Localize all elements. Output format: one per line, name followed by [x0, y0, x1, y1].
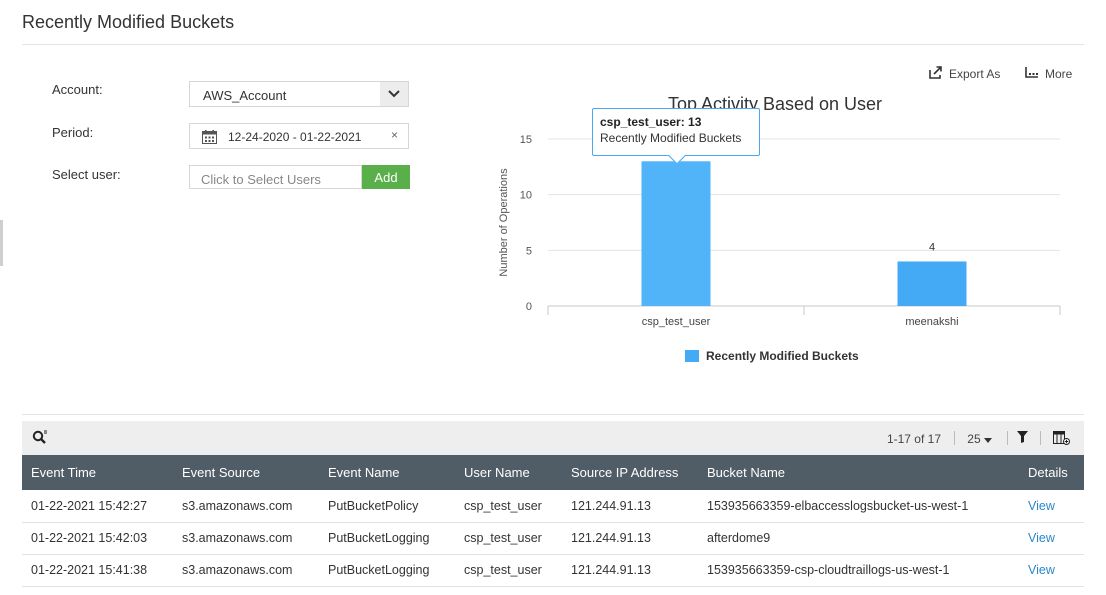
column-header-source-ip[interactable]: Source IP Address — [562, 455, 698, 490]
column-header-bucket-name[interactable]: Bucket Name — [698, 455, 1019, 490]
chart-legend-item[interactable]: Recently Modified Buckets — [685, 349, 859, 363]
x-tick-label: csp_test_user — [642, 316, 711, 328]
cell-event-name: PutBucketLogging — [319, 554, 455, 587]
table-header-row: Event Time Event Source Event Name User … — [22, 455, 1084, 490]
view-details-link[interactable]: View — [1028, 563, 1055, 577]
period-label: Period: — [52, 125, 94, 140]
column-header-event-name[interactable]: Event Name — [319, 455, 455, 490]
column-settings-icon[interactable] — [1053, 431, 1070, 448]
legend-label: Recently Modified Buckets — [706, 349, 859, 363]
cell-event-time: 01-22-2021 15:41:38 — [22, 554, 173, 587]
caret-down-icon — [984, 438, 992, 443]
x-tick-label: meenakshi — [905, 316, 958, 328]
cell-event-name: PutBucketPolicy — [319, 490, 455, 523]
cell-source-ip: 121.244.91.13 — [562, 522, 698, 555]
cell-bucket-name: 153935663359-csp-cloudtraillogs-us-west-… — [698, 554, 1019, 587]
pagination-summary: 1-17 of 17 — [886, 432, 941, 446]
toolbar-separator — [1040, 431, 1041, 445]
bar-csp_test_user — [641, 161, 711, 306]
table-toolbar: 1-17 of 17 25 — [22, 421, 1084, 455]
export-as-button[interactable]: Export As — [929, 66, 1000, 82]
filter-icon[interactable] — [1017, 431, 1028, 446]
export-icon — [929, 66, 943, 82]
table-row: 01-22-2021 15:42:03 s3.amazonaws.com Put… — [22, 522, 1084, 555]
table-row: 01-22-2021 15:42:27 s3.amazonaws.com Put… — [22, 490, 1084, 523]
cell-event-source: s3.amazonaws.com — [173, 554, 319, 587]
period-date-range-field[interactable]: 12-24-2020 - 01-22-2021 × — [189, 123, 409, 149]
column-header-user-name[interactable]: User Name — [455, 455, 562, 490]
events-table: Event Time Event Source Event Name User … — [22, 455, 1084, 587]
toolbar-separator — [954, 431, 955, 445]
chevron-down-icon[interactable] — [380, 82, 408, 106]
cell-user-name: csp_test_user — [455, 522, 562, 555]
rows-per-page-value: 25 — [967, 432, 981, 446]
cell-source-ip: 121.244.91.13 — [562, 490, 698, 523]
period-value: 12-24-2020 - 01-22-2021 — [228, 130, 362, 144]
bar-meenakshi — [897, 261, 967, 306]
more-label: More — [1045, 66, 1073, 81]
page-title: Recently Modified Buckets — [22, 12, 235, 32]
column-header-event-time[interactable]: Event Time — [22, 455, 173, 490]
account-label: Account: — [52, 82, 103, 97]
account-select-value: AWS_Account — [203, 88, 287, 103]
add-user-button[interactable]: Add — [362, 165, 410, 189]
column-header-event-source[interactable]: Event Source — [173, 455, 319, 490]
y-tick-label: 15 — [520, 134, 532, 146]
column-header-details[interactable]: Details — [1019, 455, 1084, 490]
legend-swatch — [685, 350, 699, 362]
tooltip-title: csp_test_user: 13 — [600, 115, 702, 129]
calendar-icon[interactable] — [202, 130, 217, 147]
y-tick-label: 10 — [520, 190, 532, 202]
y-tick-label: 5 — [526, 245, 532, 257]
view-details-link[interactable]: View — [1028, 531, 1055, 545]
cell-event-source: s3.amazonaws.com — [173, 490, 319, 523]
cell-event-name: PutBucketLogging — [319, 522, 455, 555]
cell-event-source: s3.amazonaws.com — [173, 522, 319, 555]
title-divider — [22, 44, 1084, 45]
view-details-link[interactable]: View — [1028, 498, 1055, 513]
table-row: 01-22-2021 15:41:38 s3.amazonaws.com Put… — [22, 554, 1084, 587]
cell-bucket-name: afterdome9 — [698, 522, 1019, 555]
more-icon — [1025, 66, 1039, 81]
export-as-label: Export As — [949, 67, 1001, 81]
search-icon[interactable] — [32, 430, 48, 448]
cell-source-ip: 121.244.91.13 — [562, 554, 698, 587]
chart-tooltip: csp_test_user: 13 Recently Modified Buck… — [592, 108, 760, 165]
data-label: 4 — [929, 241, 935, 253]
clear-period-icon[interactable]: × — [390, 128, 398, 142]
more-button[interactable]: More — [1025, 66, 1072, 81]
tooltip-subtitle: Recently Modified Buckets — [600, 131, 742, 145]
page-edge-tab — [0, 220, 3, 266]
cell-bucket-name: 153935663359-elbaccesslogsbucket-us-west… — [698, 490, 1019, 523]
select-users-input[interactable]: Click to Select Users — [189, 165, 362, 189]
section-divider — [22, 414, 1084, 415]
cell-event-time: 01-22-2021 15:42:27 — [22, 490, 173, 523]
cell-user-name: csp_test_user — [455, 554, 562, 587]
cell-event-time: 01-22-2021 15:42:03 — [22, 522, 173, 555]
account-select[interactable]: AWS_Account — [189, 81, 409, 107]
rows-per-page-select[interactable]: 25 — [967, 432, 992, 446]
y-tick-label: 0 — [526, 301, 532, 313]
select-user-label: Select user: — [52, 167, 121, 182]
y-axis-label: Number of Operations — [498, 168, 510, 277]
cell-user-name: csp_test_user — [455, 490, 562, 523]
toolbar-separator — [1007, 431, 1008, 445]
